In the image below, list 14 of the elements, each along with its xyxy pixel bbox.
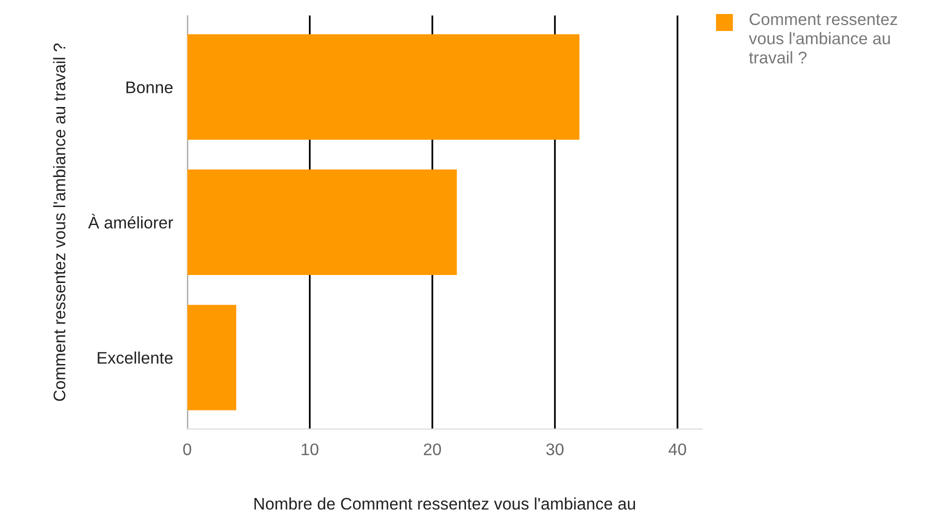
x-tick-label: 0 (183, 443, 192, 456)
bar (187, 304, 236, 410)
y-tick-label: Bonne (126, 82, 173, 94)
bar (187, 34, 580, 140)
bar (187, 170, 457, 276)
legend-label: Comment ressentez vous l'ambiance au travail ? (748, 13, 898, 64)
x-tick-label: 40 (668, 443, 686, 456)
y-tick-label: Excellente (98, 352, 173, 364)
x-axis-title: Nombre de Comment ressentez vous l'ambiance au (254, 497, 635, 510)
x-tick-label: 30 (546, 443, 564, 456)
y-tick-label: À améliorer (88, 214, 174, 229)
y-axis-title: Comment ressentez vous l'ambiance au travail ? (53, 43, 66, 401)
x-tick-label: 20 (424, 443, 441, 456)
x-tick-label: 10 (302, 443, 318, 456)
